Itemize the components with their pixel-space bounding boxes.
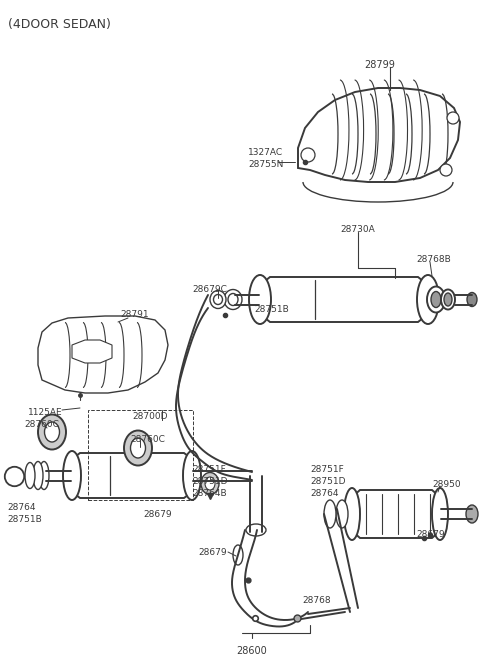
Ellipse shape xyxy=(336,500,348,528)
Ellipse shape xyxy=(466,505,478,523)
Ellipse shape xyxy=(124,430,152,466)
Text: 28768B: 28768B xyxy=(416,255,451,264)
Ellipse shape xyxy=(38,415,66,450)
Text: 28679C: 28679C xyxy=(192,285,227,294)
Ellipse shape xyxy=(228,294,238,306)
Text: 28751B: 28751B xyxy=(7,515,42,524)
Ellipse shape xyxy=(417,275,439,324)
Ellipse shape xyxy=(33,462,43,490)
Ellipse shape xyxy=(39,462,49,490)
Polygon shape xyxy=(38,316,168,393)
Ellipse shape xyxy=(427,286,445,312)
Text: 28799: 28799 xyxy=(365,60,396,70)
Text: 28600: 28600 xyxy=(237,646,267,656)
Polygon shape xyxy=(298,88,460,182)
Polygon shape xyxy=(260,277,428,322)
Text: 28764B: 28764B xyxy=(192,489,227,498)
Ellipse shape xyxy=(233,545,243,565)
Polygon shape xyxy=(352,490,440,538)
Text: 28679: 28679 xyxy=(143,510,172,519)
Text: 28760C: 28760C xyxy=(130,435,165,444)
Polygon shape xyxy=(72,453,192,498)
Text: (4DOOR SEDAN): (4DOOR SEDAN) xyxy=(8,18,111,31)
Ellipse shape xyxy=(324,500,336,528)
Ellipse shape xyxy=(131,438,145,458)
Ellipse shape xyxy=(214,294,223,304)
Ellipse shape xyxy=(432,488,448,540)
Ellipse shape xyxy=(444,293,452,306)
Ellipse shape xyxy=(201,472,219,494)
Text: 28751F: 28751F xyxy=(310,465,344,474)
Text: 28768: 28768 xyxy=(302,596,331,605)
Text: 1125AE: 1125AE xyxy=(28,408,62,417)
Ellipse shape xyxy=(45,422,60,442)
Ellipse shape xyxy=(440,164,452,176)
Ellipse shape xyxy=(224,290,242,310)
Text: 28679: 28679 xyxy=(416,530,444,539)
Ellipse shape xyxy=(249,275,271,324)
Text: 28764: 28764 xyxy=(7,503,36,512)
Text: 28751D: 28751D xyxy=(192,477,228,486)
Ellipse shape xyxy=(63,451,81,500)
Ellipse shape xyxy=(447,112,459,124)
Ellipse shape xyxy=(25,462,35,488)
Ellipse shape xyxy=(301,148,315,162)
Text: 28751F: 28751F xyxy=(192,465,226,474)
Text: 1327AC: 1327AC xyxy=(248,148,283,157)
Text: 28700D: 28700D xyxy=(132,412,168,421)
Text: 28760C: 28760C xyxy=(24,420,59,429)
Ellipse shape xyxy=(467,292,477,306)
Ellipse shape xyxy=(344,488,360,540)
Text: 28730A: 28730A xyxy=(341,225,375,234)
Ellipse shape xyxy=(431,292,441,308)
Text: 28751B: 28751B xyxy=(254,305,289,314)
Text: 28950: 28950 xyxy=(432,480,461,489)
Ellipse shape xyxy=(183,451,201,500)
Text: 28679: 28679 xyxy=(198,548,227,557)
Ellipse shape xyxy=(205,477,215,490)
Ellipse shape xyxy=(246,524,266,536)
Text: 28751D: 28751D xyxy=(310,477,346,486)
Text: 28791: 28791 xyxy=(120,310,149,319)
Ellipse shape xyxy=(441,290,455,310)
Text: 28755N: 28755N xyxy=(248,160,283,169)
Text: 28764: 28764 xyxy=(310,489,338,498)
Polygon shape xyxy=(72,340,112,363)
Text: A: A xyxy=(11,470,17,480)
Ellipse shape xyxy=(210,290,226,308)
